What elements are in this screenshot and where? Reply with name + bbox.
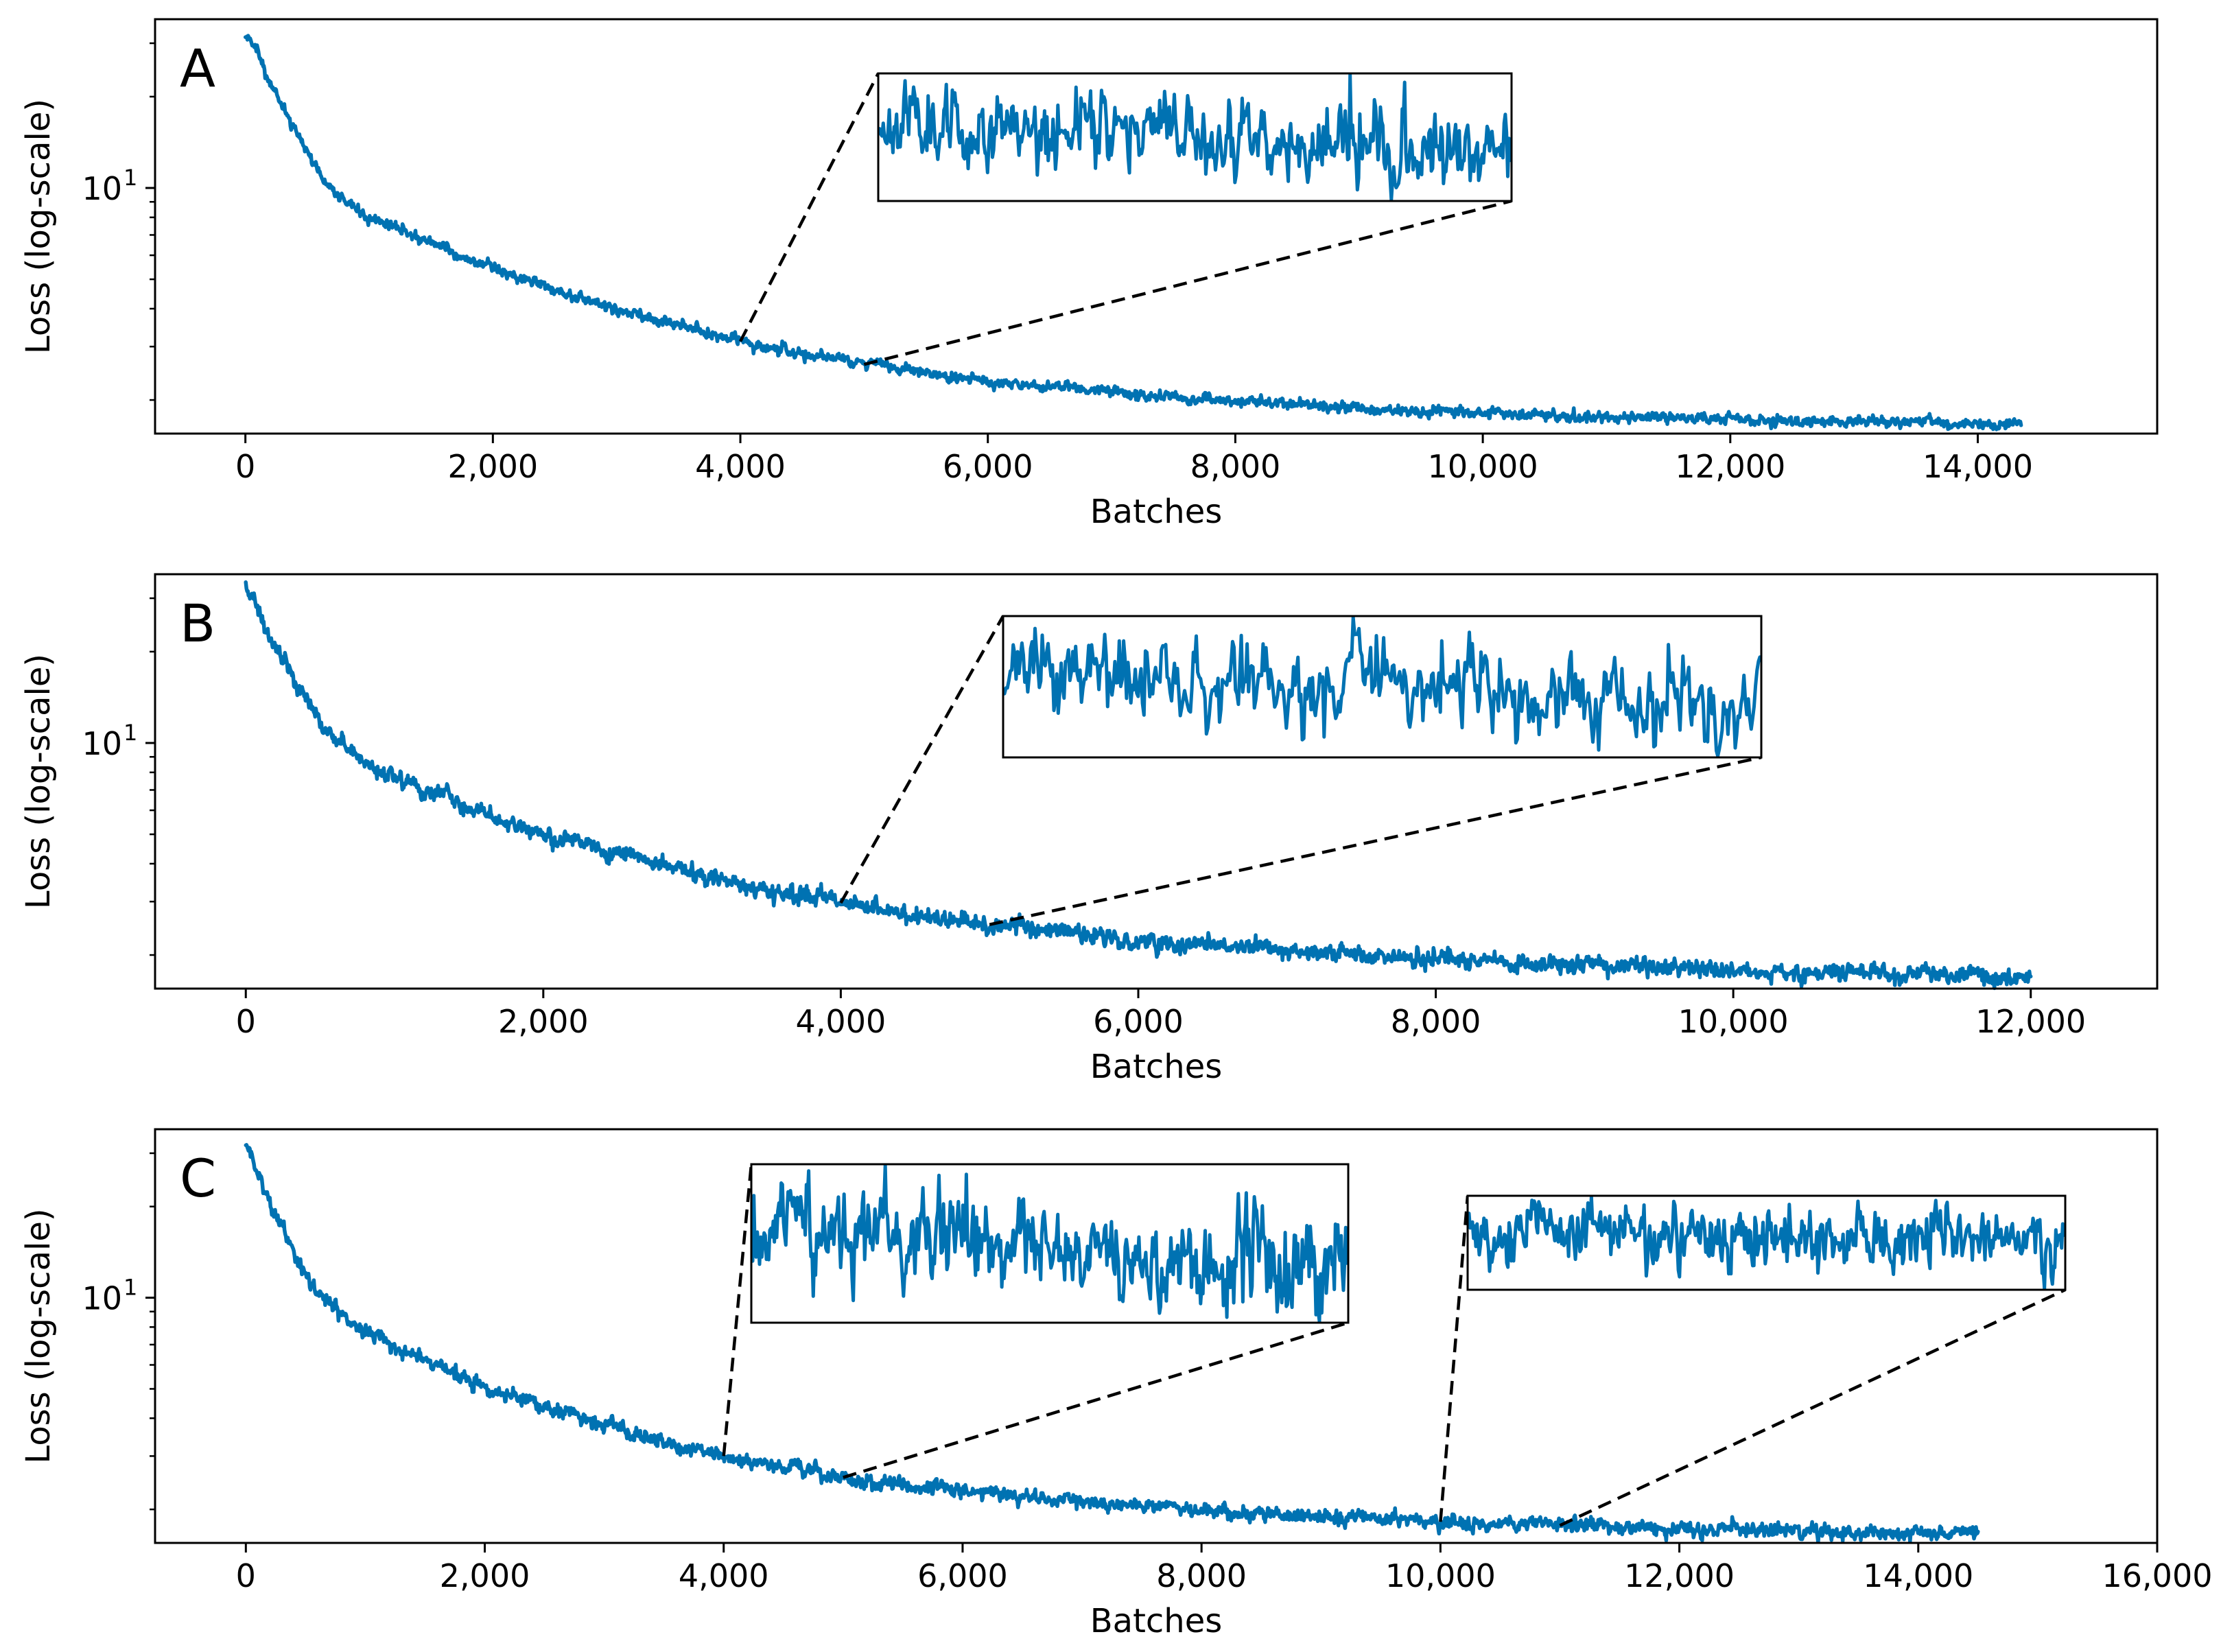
- x-tick-label: 2,000: [498, 1003, 589, 1040]
- x-tick-label: 2,000: [440, 1557, 530, 1594]
- y-axis-label: Loss (log-scale): [19, 99, 58, 354]
- zoom-connector-line: [1559, 1288, 2066, 1527]
- x-axis-label: Batches: [1090, 1048, 1223, 1086]
- x-tick-label: 8,000: [1190, 448, 1281, 485]
- zoom-inset-frame: [1466, 1194, 2067, 1291]
- zoom-connector-line: [739, 72, 880, 342]
- y-axis-label: Loss (log-scale): [19, 654, 58, 909]
- y-tick-exponent: 1: [124, 1275, 137, 1301]
- loss-series-line: [243, 34, 2023, 432]
- x-tick-label: 0: [236, 1003, 256, 1040]
- panel-letter: A: [180, 38, 215, 99]
- zoom-connector-line: [989, 755, 1762, 926]
- x-tick-label: 10,000: [1385, 1557, 1496, 1594]
- y-tick-exponent: 1: [124, 720, 137, 746]
- y-axis-label: Loss (log-scale): [19, 1208, 58, 1463]
- x-tick-label: 6,000: [917, 1557, 1008, 1594]
- x-tick-label: 14,000: [1923, 448, 2033, 485]
- x-axis-label: Batches: [1090, 1602, 1223, 1640]
- panel-b: 0 2,000 4,000 6,000 8,000 10,000 12,000 10 1 Batc…: [19, 573, 2159, 1086]
- zoom-inset-frame: [877, 72, 1513, 202]
- x-tick-label: 12,000: [1975, 1003, 2086, 1040]
- x-tick-label: 12,000: [1675, 448, 1785, 485]
- x-tick-label: 16,000: [2102, 1557, 2213, 1594]
- x-tick-label: 6,000: [1093, 1003, 1184, 1040]
- zoom-connector-line: [839, 615, 1004, 904]
- plot-frame: [154, 18, 2159, 435]
- zoom-inset-frame: [750, 1163, 1350, 1324]
- zoom-inset-line: [878, 73, 1512, 202]
- plot-frame: [154, 1128, 2159, 1544]
- x-tick-label: 4,000: [679, 1557, 769, 1594]
- panel-letter: C: [180, 1148, 216, 1209]
- zoom-connector-line: [863, 199, 1512, 366]
- x-tick-label: 8,000: [1391, 1003, 1481, 1040]
- zoom-inset-line: [1467, 1195, 2066, 1290]
- zoom-connector-line: [722, 1164, 753, 1456]
- panel-a: 0 2,000 4,000 6,000 8,000 10,000 12,000 14,000 1…: [19, 18, 2159, 531]
- x-tick-label: 0: [236, 1557, 256, 1594]
- loss-series-line: [244, 1143, 1980, 1544]
- plot-frame: [154, 573, 2159, 990]
- x-tick-label: 10,000: [1678, 1003, 1789, 1040]
- y-tick-label: 10: [82, 1280, 122, 1317]
- x-tick-label: 10,000: [1428, 448, 1538, 485]
- panel-c: 0 2,000 4,000 6,000 8,000 10,000 12,000 14,000 1…: [19, 1128, 2213, 1640]
- x-tick-label: 4,000: [695, 448, 786, 485]
- x-tick-label: 0: [235, 448, 255, 485]
- zoom-inset-line: [751, 1164, 1349, 1323]
- x-tick-label: 12,000: [1624, 1557, 1735, 1594]
- panel-letter: B: [180, 593, 215, 654]
- zoom-inset-frame: [1002, 615, 1763, 759]
- x-tick-label: 14,000: [1863, 1557, 1973, 1594]
- zoom-connector-line: [1439, 1195, 1470, 1522]
- y-tick-label: 10: [82, 725, 122, 762]
- zoom-inset-line: [1002, 615, 1762, 758]
- x-tick-label: 2,000: [447, 448, 538, 485]
- x-tick-label: 4,000: [796, 1003, 886, 1040]
- x-tick-label: 6,000: [943, 448, 1033, 485]
- loss-series-line: [244, 580, 2033, 991]
- x-axis-label: Batches: [1090, 493, 1223, 531]
- y-tick-label: 10: [82, 170, 122, 207]
- zoom-connector-line: [843, 1321, 1349, 1479]
- x-tick-label: 8,000: [1156, 1557, 1247, 1594]
- y-tick-exponent: 1: [124, 165, 137, 191]
